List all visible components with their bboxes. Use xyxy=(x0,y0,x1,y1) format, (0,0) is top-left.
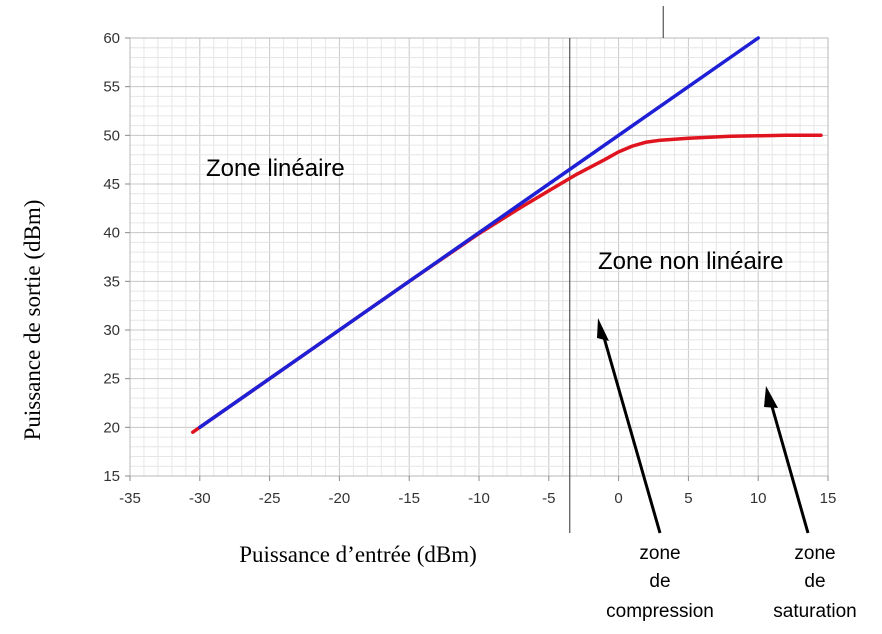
compression-arrow-head xyxy=(597,318,609,341)
x-axis-label: Puissance d’entrée (dBm) xyxy=(239,542,477,567)
y-axis-ticks: 15 20 25 30 35 40 45 50 55 60 xyxy=(103,30,130,485)
x-tick-label: -30 xyxy=(189,490,211,507)
x-axis-ticks: -35 -30 -25 -20 -15 -10 -5 0 5 10 15 xyxy=(119,476,836,507)
y-tick-label: 55 xyxy=(103,79,120,96)
saturation-line-2: de xyxy=(804,571,825,592)
compression-line-1: zone xyxy=(639,543,680,564)
x-tick-label: -35 xyxy=(119,490,141,507)
saturation-note: zone de saturation xyxy=(773,543,856,622)
series-layer xyxy=(191,36,823,434)
y-tick-label: 15 xyxy=(103,468,120,485)
y-tick-label: 25 xyxy=(103,371,120,388)
compression-line-2: de xyxy=(649,571,670,592)
y-tick-label: 35 xyxy=(103,273,120,290)
zone-linear-label: Zone linéaire xyxy=(206,155,345,182)
x-tick-label: -5 xyxy=(542,490,555,507)
x-tick-label: -15 xyxy=(398,490,420,507)
series-line-linear xyxy=(198,36,760,430)
zone-nonlinear-label: Zone non linéaire xyxy=(598,248,783,275)
saturation-line-3: saturation xyxy=(773,601,856,622)
compression-arrow xyxy=(597,318,662,534)
compression-note: zone de compression xyxy=(606,543,714,622)
y-tick-label: 45 xyxy=(103,176,120,193)
zone-boundaries xyxy=(569,6,664,533)
saturation-arrow-head xyxy=(764,386,778,408)
y-axis-label: Puissance de sortie (dBm) xyxy=(20,200,45,441)
y-tick-label: 20 xyxy=(103,419,120,436)
saturation-arrow-shaft xyxy=(769,402,810,534)
y-tick-label: 30 xyxy=(103,322,120,339)
x-tick-label: -25 xyxy=(259,490,281,507)
saturation-line-1: zone xyxy=(794,543,835,564)
grid xyxy=(129,37,829,477)
saturation-arrow xyxy=(764,386,810,534)
x-tick-label: -10 xyxy=(468,490,490,507)
y-tick-label: 40 xyxy=(103,225,120,242)
y-tick-label: 50 xyxy=(103,127,120,144)
compression-line-3: compression xyxy=(606,601,714,622)
x-tick-label: 15 xyxy=(820,490,837,507)
y-tick-label: 60 xyxy=(103,30,120,47)
x-tick-label: -20 xyxy=(329,490,351,507)
x-tick-label: 10 xyxy=(750,490,767,507)
x-tick-label: 0 xyxy=(614,490,622,507)
x-tick-label: 5 xyxy=(684,490,692,507)
compression-arrow-shaft xyxy=(601,333,662,534)
